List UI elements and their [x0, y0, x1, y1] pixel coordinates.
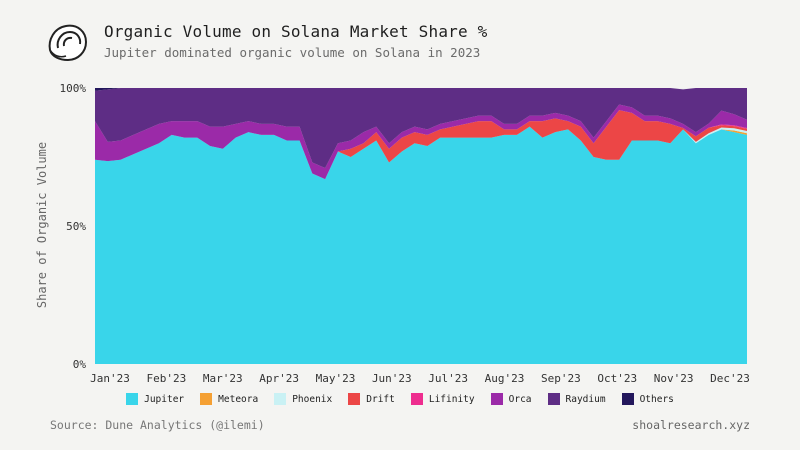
legend-item-others: Others — [621, 393, 674, 405]
x-tick-label: Dec'23 — [710, 372, 750, 385]
legend-item-drift: Drift — [348, 393, 395, 405]
legend-swatch — [621, 393, 634, 405]
legend-item-meteora: Meteora — [200, 393, 258, 405]
x-tick-label: Apr'23 — [259, 372, 299, 385]
legend-item-raydium: Raydium — [547, 393, 606, 405]
y-tick-label: 0% — [73, 358, 87, 371]
legend-label: Orca — [508, 393, 532, 405]
legend-swatch — [410, 393, 423, 405]
x-tick-label: Sep'23 — [541, 372, 581, 385]
x-tick-label: Oct'23 — [597, 372, 637, 385]
chart-title: Organic Volume on Solana Market Share % — [104, 22, 488, 41]
legend-label: Phoenix — [292, 393, 333, 405]
legend-label: Raydium — [565, 393, 606, 405]
legend-swatch — [126, 393, 139, 405]
legend-swatch — [490, 393, 503, 405]
y-tick-label: 100% — [60, 82, 87, 95]
area-series-jupiter — [95, 126, 747, 364]
chart-subtitle: Jupiter dominated organic volume on Sola… — [104, 45, 481, 60]
shell-logo-icon — [48, 24, 88, 62]
legend-item-orca: Orca — [490, 393, 532, 405]
site-url: shoalresearch.xyz — [632, 418, 750, 432]
legend: Jupiter Meteora Phoenix Drift Lifinity Orca Ra… — [0, 393, 800, 405]
legend-label: Lifinity — [428, 393, 475, 405]
x-tick-label: May'23 — [316, 372, 356, 385]
x-tick-label: Jul'23 — [428, 372, 468, 385]
legend-item-jupiter: Jupiter — [126, 393, 184, 405]
legend-label: Drift — [366, 393, 395, 405]
legend-label: Others — [639, 393, 674, 405]
x-tick-label: Nov'23 — [654, 372, 694, 385]
x-tick-label: Jan'23 — [90, 372, 130, 385]
area-series-raydium — [95, 88, 747, 169]
legend-label: Meteora — [218, 393, 259, 405]
x-tick-label: Mar'23 — [203, 372, 243, 385]
y-tick-label: 50% — [66, 220, 86, 233]
legend-swatch — [200, 393, 213, 405]
area-series-orca — [95, 104, 747, 180]
x-tick-label: Jun'23 — [372, 372, 412, 385]
x-tick-label: Feb'23 — [146, 372, 186, 385]
area-series-drift — [95, 110, 747, 180]
x-tick-label: Aug'23 — [485, 372, 525, 385]
source-note: Source: Dune Analytics (@ilemi) — [50, 418, 265, 432]
legend-swatch — [274, 393, 287, 405]
legend-label: Jupiter — [144, 393, 185, 405]
chart-canvas: 0% 50% 100% Jan'23 Feb'23 Mar'23 Apr'23 May'23 J… — [60, 82, 750, 385]
legend-swatch — [348, 393, 361, 405]
legend-swatch — [547, 393, 560, 405]
legend-item-lifinity: Lifinity — [410, 393, 475, 405]
legend-item-phoenix: Phoenix — [274, 393, 332, 405]
